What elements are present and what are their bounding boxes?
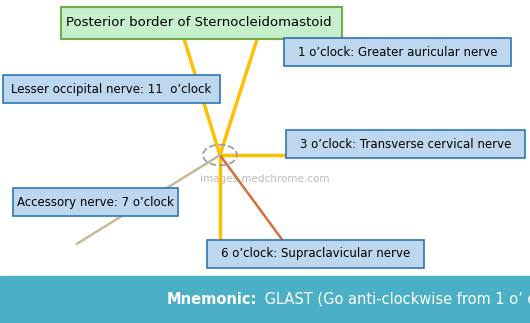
FancyBboxPatch shape [286,130,525,158]
Text: 6 o’clock: Supraclavicular nerve: 6 o’clock: Supraclavicular nerve [220,247,410,260]
FancyBboxPatch shape [13,188,178,216]
Text: images.medchrome.com: images.medchrome.com [200,174,330,184]
FancyBboxPatch shape [61,7,342,39]
Text: Posterior border of Sternocleidomastoid: Posterior border of Sternocleidomastoid [66,16,332,29]
FancyBboxPatch shape [207,240,424,268]
FancyBboxPatch shape [3,75,220,103]
Text: 3 o’clock: Transverse cervical nerve: 3 o’clock: Transverse cervical nerve [300,138,511,151]
FancyBboxPatch shape [284,38,511,66]
Text: Accessory nerve: 7 o’clock: Accessory nerve: 7 o’clock [17,196,174,209]
Text: GLAST (Go anti-clockwise from 1 o’ clock): GLAST (Go anti-clockwise from 1 o’ clock… [260,292,530,307]
Text: 1 o’clock: Greater auricular nerve: 1 o’clock: Greater auricular nerve [298,46,497,58]
Text: Mnemonic:: Mnemonic: [166,292,257,307]
FancyBboxPatch shape [0,276,530,323]
Text: Lesser occipital nerve: 11  o’clock: Lesser occipital nerve: 11 o’clock [11,83,211,96]
